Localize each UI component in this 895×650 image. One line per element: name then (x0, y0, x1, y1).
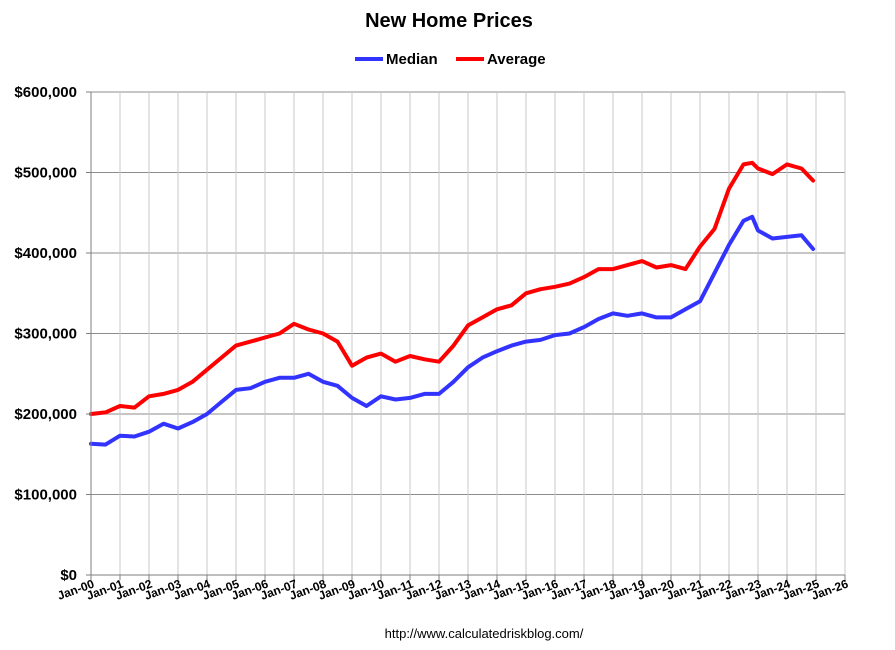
legend-label-average: Average (487, 51, 546, 68)
gridlines (91, 91, 846, 575)
x-axis-ticks: Jan-00Jan-01Jan-02Jan-03Jan-04Jan-05Jan-… (56, 575, 850, 603)
y-tick-label: $600,000 (14, 84, 77, 101)
legend: Median Average (355, 51, 546, 68)
y-tick-label: $200,000 (14, 406, 77, 423)
series-line-average (89, 160, 816, 416)
y-tick-label: $100,000 (14, 487, 77, 504)
series-layer (89, 160, 816, 447)
y-axis-ticks: $0 $100,000 $200,000 $300,000 $400,000 $500,0… (14, 84, 91, 584)
y-tick-label: $300,000 (14, 326, 77, 343)
legend-label-median: Median (386, 51, 438, 68)
y-tick-label: $0 (60, 567, 77, 584)
source-url: http://www.calculatedriskblog.com/ (385, 626, 584, 641)
chart-title: New Home Prices (365, 10, 533, 32)
y-tick-label: $400,000 (14, 245, 77, 262)
y-tick-label: $500,000 (14, 165, 77, 182)
series-line-median (89, 214, 816, 447)
